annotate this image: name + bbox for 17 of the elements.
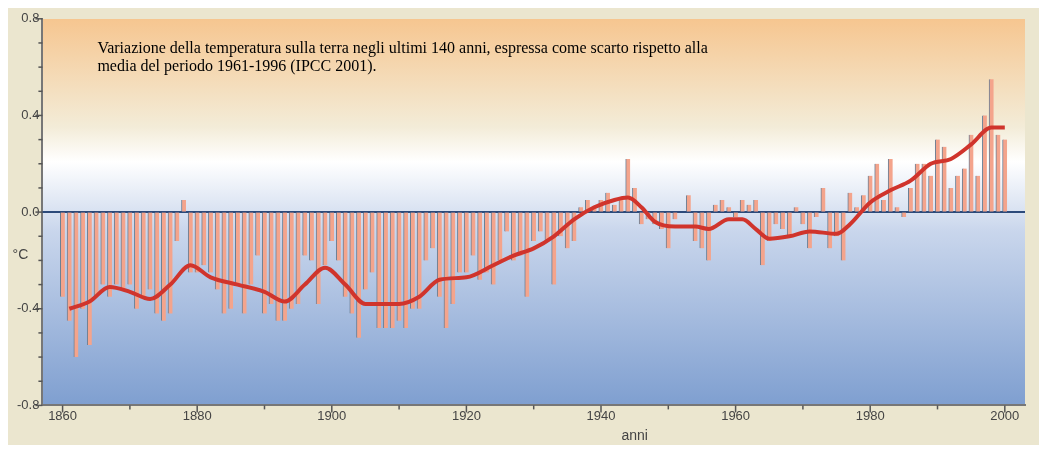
- x-axis-title: anni: [621, 426, 648, 443]
- x-tick-label: 1920: [451, 407, 481, 423]
- y-tick-label: 0.4: [21, 107, 40, 123]
- y-axis-title: °C: [12, 246, 29, 263]
- y-tick-label: -0.8: [16, 396, 40, 412]
- x-tick-label: 1940: [586, 407, 616, 423]
- y-tick-label: -0.4: [16, 300, 40, 316]
- x-tick-label: 1860: [48, 407, 78, 423]
- annotation: Variazione della temperatura sulla terra negli ultimi 140 anni, espressa come scarto rispetto alla media del periodo 1961-1996 (IPCC 2001).: [97, 39, 708, 75]
- x-tick-label: 1880: [182, 407, 212, 423]
- line-series: [67, 125, 1007, 311]
- y-tick-label: 0.0: [21, 203, 40, 219]
- y-tick-label: 0.8: [21, 10, 40, 26]
- x-tick-label: 2000: [990, 407, 1020, 423]
- x-tick-label: 1980: [855, 407, 885, 423]
- x-tick-label: 1900: [317, 407, 347, 423]
- x-tick-label: 1960: [721, 407, 751, 423]
